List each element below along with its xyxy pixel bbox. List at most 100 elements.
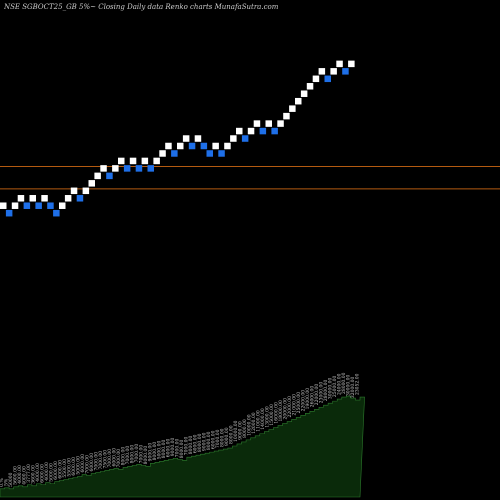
renko-brick-up [17,195,25,202]
renko-brick-up [64,195,72,202]
volume-labels: 0.% 5% 50000 5600.00 4000.00 4000.00 3777.00 36… [0,372,361,486]
volume-label: 18000.00 [278,400,284,422]
volume-label: 4000.00 [44,462,50,481]
volume-label: 9000.00 [224,427,230,446]
renko-brick-up [29,195,36,202]
volume-label: 22000.00 [287,396,293,418]
volume-label: 0.% [0,478,5,487]
volume-label: 22000.00 [301,390,307,412]
volume-label: 8000.00 [206,431,212,450]
renko-brick-up [118,157,125,165]
volume-label: 6000.00 [89,453,95,472]
volume-label: 6000.00 [112,448,118,467]
renko-brick-up [70,187,78,195]
renko-brick-up [265,120,272,127]
volume-label: 32000.00 [350,376,356,398]
volume-label: 6000.00 [193,434,199,453]
volume-label: 14000.00 [260,408,266,430]
renko-brick-up [177,142,184,150]
volume-label: 23000.00 [319,382,325,404]
renko-brick-down [5,209,13,217]
volume-label: 6000.00 [58,460,64,479]
renko-brick-up [94,172,101,180]
renko-brick-up [236,127,243,135]
volume-label: 21000.00 [292,394,298,416]
renko-brick-up [41,195,48,202]
volume-label: 22000.00 [314,384,320,406]
renko-bricks [0,60,355,217]
renko-brick-up [247,127,255,135]
renko-brick-up [159,150,166,157]
volume-label: 9000.00 [170,437,176,456]
volume-label: 7000.00 [215,429,221,448]
volume-label: 6000.00 [80,454,86,473]
volume-label: 7000.00 [98,451,104,470]
volume-label: 6000.00 [166,439,172,458]
volume-label: 7000.00 [85,455,91,474]
volume-label: 8000.00 [143,446,149,465]
volume-label: 7500.00 [103,450,109,469]
volume-label: 6000.00 [211,430,217,449]
volume-label: 6000.00 [71,457,77,476]
volume-label: 15000.00 [269,404,275,426]
renko-brick-down [53,209,60,217]
renko-brick-down [76,195,84,202]
volume-label: 6000.00 [40,464,46,483]
renko-brick-up [306,83,314,90]
renko-brick-up [141,157,149,165]
volume-label: 3600.00 [31,465,37,484]
renko-brick-up [212,142,219,150]
level-lines [0,166,500,190]
volume-label: 8000.00 [130,445,136,464]
volume-label: 7000.00 [139,445,145,464]
volume-label: 5% [4,478,10,486]
renko-brick-down [241,135,249,142]
renko-brick-up [224,142,231,150]
renko-brick-down [200,142,208,150]
renko-brick-down [123,165,131,172]
renko-brick-up [295,97,302,105]
volume-label: 5000.00 [76,456,82,475]
renko-brick-up [194,135,202,142]
renko-brick-up [100,165,107,172]
volume-panel [0,395,365,498]
volume-label: 7000.00 [116,449,122,468]
renko-brick-up [300,90,308,97]
renko-brick-up [88,180,95,187]
volume-label: 9000.00 [148,443,154,462]
renko-brick-up [348,60,355,68]
volume-label: 30000.00 [328,378,334,400]
renko-brick-up [0,202,7,209]
volume-label: 8000.00 [220,428,226,447]
volume-label: 8000.00 [121,447,127,466]
volume-label: 23052.00 [355,373,361,395]
renko-brick-down [259,127,267,135]
volume-label: 12000.00 [251,412,257,434]
renko-brick-up [112,165,119,172]
volume-label: 5600.00 [13,466,19,485]
volume-label: 10000.00 [233,420,239,442]
volume-label: 50000 [8,472,14,486]
volume-label: 8000.00 [161,440,167,459]
volume-label: 24000.00 [337,373,343,395]
chart-title: NSE SGBOCT25_GB 5%~ Closing Daily data R… [4,3,279,11]
renko-brick-up [283,112,290,120]
renko-brick-down [171,150,178,157]
renko-brick-down [324,75,331,83]
volume-label: 11000.00 [256,410,262,432]
renko-brick-up [336,60,343,68]
volume-label: 19000.00 [305,388,311,410]
volume-label: 8000.00 [229,425,235,444]
volume-label: 20000.00 [283,398,289,420]
volume-label: 7000.00 [134,444,140,463]
renko-brick-up [277,120,284,127]
volume-label: 7000.00 [125,446,131,465]
volume-label: 5500.00 [67,458,73,477]
volume-label: 4000.00 [17,465,23,484]
renko-brick-up [318,68,326,75]
renko-brick-down [342,68,349,75]
renko-brick-up [312,75,320,83]
volume-label: 8000.00 [152,442,158,461]
